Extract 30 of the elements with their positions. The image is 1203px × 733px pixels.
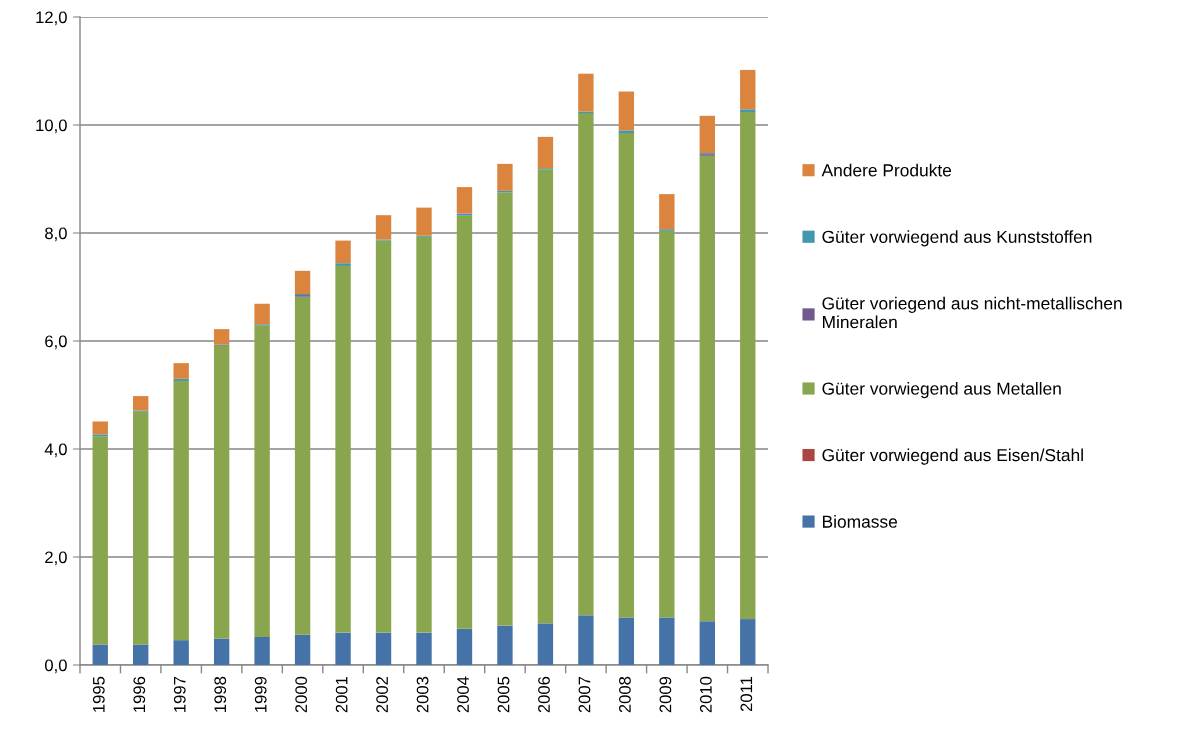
x-tick-label: 2002	[376, 676, 388, 713]
y-tick-label: 8,0	[45, 227, 67, 242]
y-tick-label: 2,0	[45, 551, 67, 566]
y-tick-label: 10,0	[36, 119, 67, 134]
x-tick-label: 2000	[295, 676, 308, 713]
x-tick-label: 2009	[659, 676, 672, 713]
y-tick-label: 0,0	[44, 659, 67, 674]
x-tick-label: 2006	[538, 676, 550, 713]
x-tick-label: 1995	[92, 676, 105, 712]
x-tick-label: 2008	[619, 676, 631, 713]
legend-label: Biomasse	[822, 515, 898, 528]
legend-label: Andere Produkte	[821, 163, 952, 177]
x-tick-label: 2007	[578, 676, 591, 713]
legend-label: Güter vorwiegend aus Kunststoffen	[822, 230, 1092, 247]
y-tick-label: 12,0	[36, 11, 67, 26]
legend-label: Güter vorwiegend aus Metallen	[822, 382, 1061, 399]
legend-label: Güter voriegend aus nicht-metallischen Mineralen	[822, 296, 1122, 329]
y-tick-label: 4,0	[44, 443, 67, 458]
x-tick-label: 2001	[335, 676, 348, 713]
y-tick-label: 6,0	[45, 335, 67, 350]
x-tick-label: 1999	[254, 676, 267, 712]
x-tick-label: 2011	[740, 676, 753, 712]
x-tick-label: 1996	[133, 676, 146, 712]
x-tick-label: 1998	[214, 676, 227, 712]
x-tick-label: 2003	[416, 676, 429, 713]
x-tick-label: 2010	[699, 676, 712, 713]
x-tick-label: 2005	[497, 676, 510, 713]
x-tick-label: 1997	[173, 676, 186, 712]
x-tick-label: 2004	[457, 676, 469, 713]
legend-label: Güter vorwiegend aus Eisen/Stahl	[822, 448, 1083, 465]
